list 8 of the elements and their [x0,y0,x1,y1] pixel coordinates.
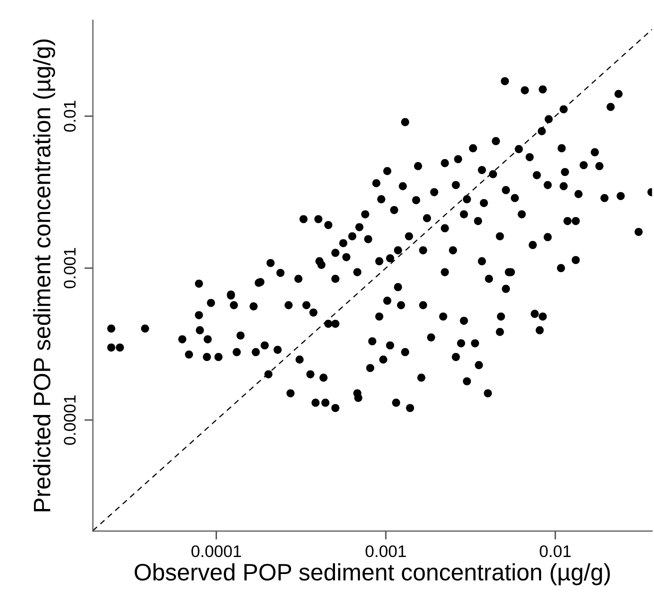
x-axis-title: Observed POP sediment concentration (µg/g) [134,563,610,586]
x-tick-label: 0.001 [366,545,406,558]
y-axis-title: Predicted POP sediment concentration (µg/g) [33,39,56,512]
y-tick-label: 0.01 [64,100,76,132]
x-tick-label: 0.0001 [191,545,241,558]
y-tick-label: 0.0001 [64,395,76,445]
y-tick-label: 0.001 [64,248,76,288]
x-tick-label: 0.01 [540,545,571,558]
